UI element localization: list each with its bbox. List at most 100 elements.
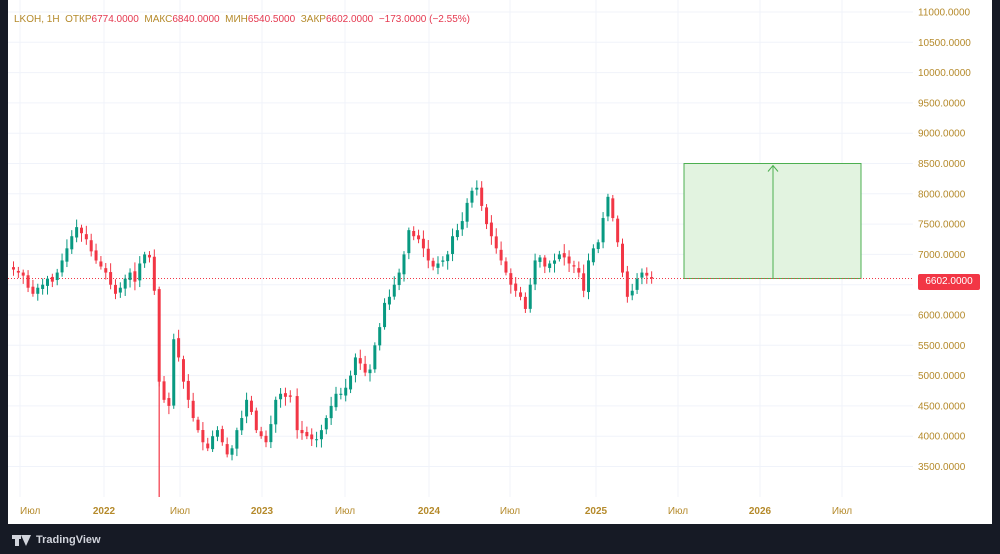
symbol-label[interactable]: LKOH, 1H (14, 14, 60, 25)
candle-body (363, 363, 367, 373)
projection-zone[interactable] (683, 163, 862, 280)
candle-body (31, 286, 35, 294)
candle-body (89, 240, 93, 252)
ohlc-legend: LKOH, 1H ОТКР6774.0000 МАКС6840.0000 МИН… (14, 14, 470, 25)
price-tick-label: 5500.0000 (918, 341, 966, 352)
candle-body (460, 221, 464, 230)
candle-body (324, 418, 328, 430)
candle-body (650, 277, 654, 279)
time-tick-label: Июл (832, 506, 852, 517)
candle-body (368, 369, 372, 374)
time-axis[interactable]: Июл 2022 Июл 2023 Июл 2024 Июл 2025 Июл 2026 Июл (20, 506, 852, 517)
candle-body (596, 242, 600, 249)
candle-body (601, 218, 605, 243)
time-tick-label: 2026 (749, 506, 772, 517)
candle-body (143, 254, 147, 264)
current-price-badge: 6602.0000 (918, 274, 980, 290)
price-tick-label: 4000.0000 (918, 432, 966, 443)
candle-body (426, 248, 430, 261)
low-label: МИН (225, 14, 248, 25)
candle-body (50, 276, 54, 282)
candle-body (383, 302, 387, 328)
candle-body (587, 260, 591, 293)
candle-body (523, 296, 527, 309)
candle-body (113, 284, 117, 294)
candle-body (387, 296, 391, 305)
brand-link[interactable]: TradingView (12, 530, 101, 550)
time-tick-label: Июл (20, 506, 40, 517)
candle-body (269, 424, 273, 443)
candle-body (288, 395, 292, 397)
candle-body (436, 263, 440, 268)
candle-body (417, 235, 421, 240)
candle-body (60, 260, 64, 273)
candle-body (104, 268, 108, 273)
candle-body (295, 396, 299, 431)
candle-body (485, 207, 489, 225)
change-value: −173.0000 (−2.55%) (378, 14, 470, 25)
candle-body (94, 250, 98, 261)
candle-body (528, 284, 532, 309)
candle-body (451, 236, 455, 254)
candle-body (235, 430, 239, 449)
high-value: 6840.0000 (172, 14, 220, 25)
candle-body (196, 419, 200, 431)
low-value: 6540.5000 (247, 14, 296, 25)
candle-body (334, 393, 338, 408)
candle-body (567, 256, 571, 264)
candle-body (349, 375, 353, 390)
candle-body (109, 272, 113, 285)
candle-body (407, 230, 411, 254)
price-tick-label: 9000.0000 (918, 129, 966, 140)
candle-body (353, 357, 357, 376)
open-value: 6774.0000 (91, 14, 139, 25)
candle-body (455, 230, 459, 238)
close-value: 6602.0000 (325, 14, 374, 25)
candle-body (99, 261, 103, 267)
candle-body (446, 254, 450, 262)
projection-arrow-head (767, 164, 779, 172)
candle-body (172, 339, 176, 406)
chart-panel[interactable]: 11000.0000 10500.0000 10000.0000 9500.0000 9… (8, 0, 992, 524)
candle-body (201, 430, 205, 443)
candle-body (138, 263, 142, 281)
price-tick-label: 11000.0000 (918, 8, 971, 19)
candle-body (215, 430, 219, 437)
high-label: МАКС (144, 14, 173, 25)
candle-body (84, 234, 88, 240)
candle-body (504, 261, 508, 273)
candle-body (315, 439, 319, 441)
candle-body (240, 418, 244, 431)
candle-body (147, 254, 151, 258)
candle-body (79, 227, 83, 234)
price-chart[interactable]: 11000.0000 10500.0000 10000.0000 9500.0000 9… (8, 0, 992, 524)
time-tick-label: Июл (500, 506, 520, 517)
candle-body (499, 249, 503, 261)
price-axis[interactable]: 11000.0000 10500.0000 10000.0000 9500.0000 9… (918, 8, 971, 474)
candle-body (41, 284, 45, 289)
candle-body (264, 435, 268, 443)
candle-body (118, 287, 122, 293)
candle-body (12, 267, 15, 270)
candle-body (133, 271, 137, 282)
candle-body (344, 387, 348, 396)
footer-bar: TradingView (0, 526, 1000, 554)
candle-body (421, 238, 425, 249)
candle-body (475, 187, 479, 190)
candle-body (397, 272, 401, 286)
candle-body (470, 190, 474, 203)
candle-body (211, 436, 215, 450)
candle-body (514, 283, 518, 291)
candle-body (582, 273, 586, 291)
price-tick-label: 9500.0000 (918, 98, 966, 109)
time-tick-label: Июл (668, 506, 688, 517)
candle-body (645, 272, 649, 276)
candle-body (305, 431, 309, 437)
brand-name: TradingView (36, 534, 101, 546)
candle-body (489, 222, 493, 237)
price-tick-label: 7500.0000 (918, 220, 966, 231)
candle-body (249, 400, 253, 412)
candle-body (373, 345, 377, 370)
time-tick-label: 2024 (418, 506, 441, 517)
